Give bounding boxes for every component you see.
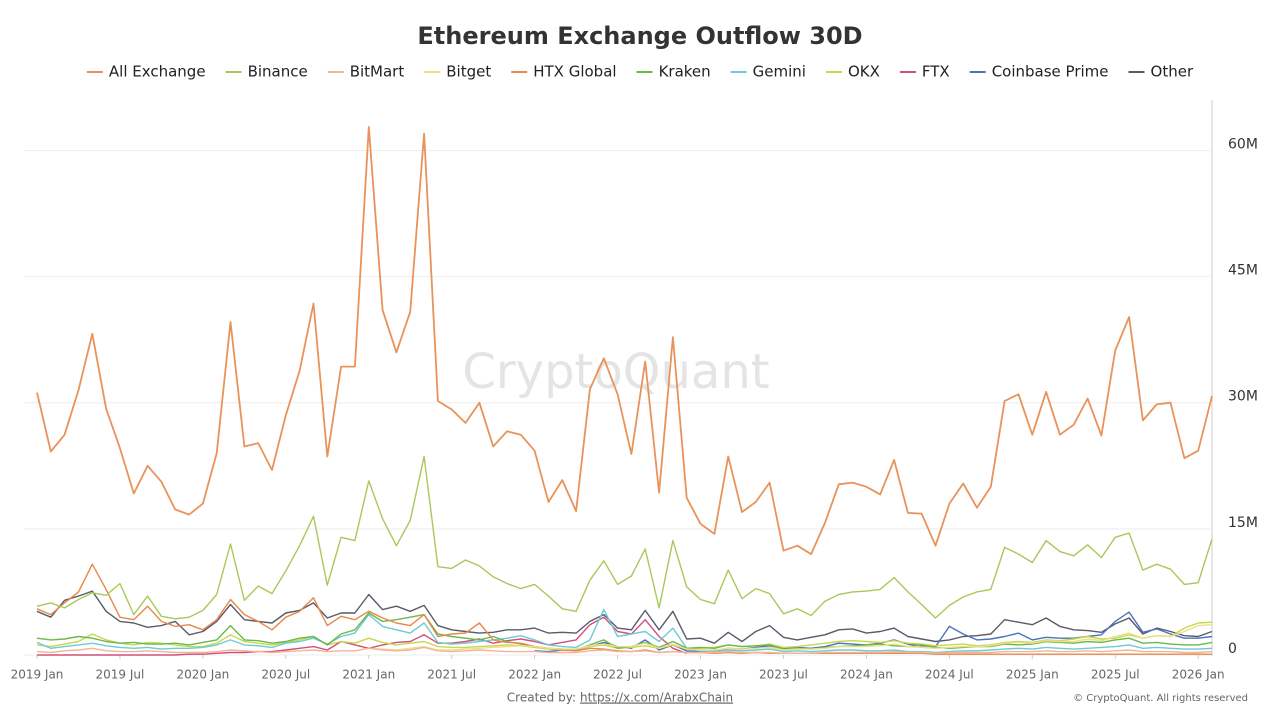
x-tick-label: 2024 Jul bbox=[925, 668, 974, 682]
legend-label: Gemini bbox=[753, 63, 806, 81]
copyright: © CryptoQuant. All rights reserved bbox=[1073, 693, 1248, 704]
x-tick-label: 2024 Jan bbox=[840, 668, 893, 682]
x-tick-label: 2025 Jul bbox=[1091, 668, 1140, 682]
legend-label: Kraken bbox=[659, 63, 711, 81]
y-tick-label: 0 bbox=[1228, 641, 1237, 657]
legend-label: Other bbox=[1151, 63, 1194, 81]
legend-label: Bitget bbox=[446, 63, 491, 81]
legend-label: Coinbase Prime bbox=[992, 63, 1109, 81]
legend-label: All Exchange bbox=[109, 63, 206, 81]
x-tick-label: 2020 Jan bbox=[176, 668, 229, 682]
series-line bbox=[37, 616, 687, 656]
series-line bbox=[36, 646, 1213, 654]
x-tick-label: 2022 Jul bbox=[593, 668, 642, 682]
legend-label: BitMart bbox=[350, 63, 405, 81]
chart-title: Ethereum Exchange Outflow 30D bbox=[417, 22, 862, 50]
x-tick-label: 2023 Jul bbox=[759, 668, 808, 682]
legend-label: FTX bbox=[922, 63, 950, 81]
x-tick-label: 2025 Jan bbox=[1006, 668, 1059, 682]
x-tick-label: 2026 Jan bbox=[1172, 668, 1225, 682]
series-line bbox=[36, 455, 1213, 620]
series-line bbox=[36, 612, 1213, 651]
x-tick-label: 2021 Jan bbox=[342, 668, 395, 682]
x-tick-label: 2020 Jul bbox=[261, 668, 310, 682]
legend-label: HTX Global bbox=[533, 63, 616, 81]
credit-label: Created by: bbox=[507, 691, 576, 705]
y-tick-label: 30M bbox=[1228, 389, 1258, 405]
y-tick-label: 15M bbox=[1228, 515, 1258, 531]
credit-link[interactable]: https://x.com/ArabxChain bbox=[580, 691, 733, 705]
y-tick-label: 45M bbox=[1228, 263, 1258, 279]
series-line bbox=[36, 126, 1213, 555]
x-tick-label: 2023 Jan bbox=[674, 668, 727, 682]
x-tick-label: 2021 Jul bbox=[427, 668, 476, 682]
series-line bbox=[36, 608, 1213, 654]
x-tick-label: 2019 Jul bbox=[96, 668, 145, 682]
x-tick-label: 2019 Jan bbox=[11, 668, 64, 682]
y-tick-label: 60M bbox=[1228, 136, 1258, 152]
series-line bbox=[368, 624, 1213, 651]
x-tick-label: 2022 Jan bbox=[508, 668, 561, 682]
legend-label: OKX bbox=[848, 63, 880, 81]
legend-label: Binance bbox=[248, 63, 308, 81]
series-line bbox=[36, 590, 1213, 644]
